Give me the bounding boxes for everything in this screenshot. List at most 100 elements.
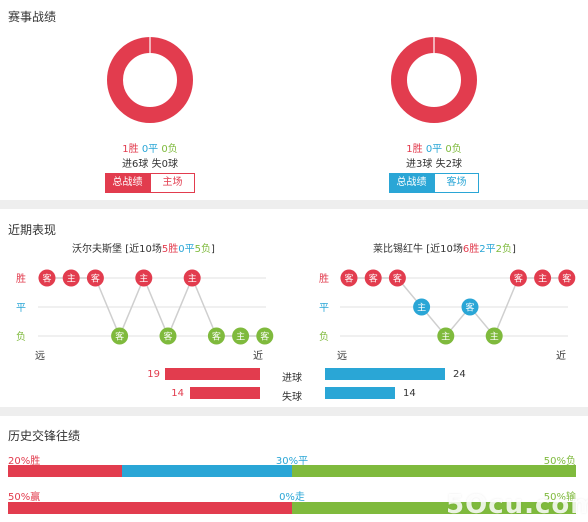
left-near-label: 近 xyxy=(253,349,263,362)
h2h-win-label: 20%胜 xyxy=(8,456,41,467)
left-loss-count: 0负 xyxy=(161,144,178,155)
recent-form-chart: 胜平负远 近客主客客主客主客主客胜平负远 近客客客主主客主客主客 xyxy=(16,269,576,362)
right-win-count: 1胜 xyxy=(406,144,423,155)
left-result-venue-5: 主 xyxy=(139,273,148,285)
left-result-venue-10: 客 xyxy=(260,331,269,343)
right-team-summary: 莱比锡红牛 [近10场6胜2平2负] xyxy=(373,240,516,255)
right-goals-against-bar xyxy=(325,387,395,399)
recent-form-panel: 近期表现 沃尔夫斯堡 [近10场5胜0平5负] 莱比锡红牛 [近10场6胜2平2… xyxy=(0,209,588,407)
section-title-recent-form: 近期表现 xyxy=(8,223,57,237)
h2h-draw-segment xyxy=(121,465,292,477)
right-result-9 xyxy=(534,269,552,287)
h2h-handicap-loss-label: 50%输 xyxy=(543,492,576,503)
left-summary-wins: 5胜 xyxy=(161,244,179,255)
left-far-label: 远 xyxy=(35,350,45,362)
right-result-2 xyxy=(364,269,382,287)
left-team-name: 沃尔夫斯堡 xyxy=(72,244,122,255)
right-result-7 xyxy=(485,327,503,345)
left-row-label-d: 平 xyxy=(16,303,26,314)
left-result-venue-9: 主 xyxy=(236,331,245,343)
left-result-2 xyxy=(62,269,80,287)
goals-against-label: 失球 xyxy=(282,392,302,403)
right-result-4 xyxy=(413,298,431,316)
right-summary-suffix: ] xyxy=(511,244,516,255)
h2h-handicap-win-segment xyxy=(8,502,292,514)
left-summary-suffix: ] xyxy=(210,244,215,255)
right-result-8 xyxy=(509,269,527,287)
h2h-loss-label: 50%负 xyxy=(543,456,576,467)
right-goals-summary: 进3球 失2球 xyxy=(406,159,462,170)
left-result-5 xyxy=(135,269,153,287)
right-draw-count: 0平 xyxy=(425,144,443,155)
right-result-venue-4: 主 xyxy=(417,302,426,314)
left-result-10 xyxy=(256,327,274,345)
left-result-3 xyxy=(86,269,104,287)
left-result-venue-2: 主 xyxy=(67,273,76,285)
match-record-panel: 赛事战绩 1胜 0平 0负 进6球 失0球 总战绩 主场 1胜 0平 0负 进3… xyxy=(0,0,588,200)
left-result-4 xyxy=(111,327,129,345)
right-result-venue-7: 主 xyxy=(490,331,499,343)
left-result-venue-4: 客 xyxy=(115,331,124,343)
left-result-9 xyxy=(232,327,250,345)
right-result-5 xyxy=(437,327,455,345)
left-summary-draws: 0平 xyxy=(178,244,195,255)
watermark-logo: 5Ocu.com xyxy=(446,490,588,520)
h2h-handicap-win-label: 50%赢 xyxy=(8,492,41,503)
right-goals-for-value: 24 xyxy=(453,369,466,380)
left-row-label-l: 负 xyxy=(16,330,26,343)
right-goals-against-value: 14 xyxy=(403,388,416,399)
right-result-venue-10: 客 xyxy=(562,273,571,285)
left-result-8 xyxy=(207,327,225,345)
left-result-6 xyxy=(159,327,177,345)
right-summary-losses: 2负 xyxy=(495,244,512,255)
right-form-line xyxy=(349,277,567,338)
left-result-venue-7: 主 xyxy=(188,273,197,285)
right-row-label-w: 胜 xyxy=(319,273,329,285)
right-summary-prefix: [近10场 xyxy=(426,244,463,255)
left-summary-losses: 5负 xyxy=(194,244,211,255)
left-goals-for-bar xyxy=(165,368,260,380)
right-overall-button[interactable]: 总战绩 xyxy=(389,173,434,193)
right-result-venue-2: 客 xyxy=(369,273,378,285)
h2h-result-bar xyxy=(8,465,576,477)
section-title-h2h: 历史交锋往绩 xyxy=(8,429,81,443)
left-summary-prefix: [近10场 xyxy=(125,244,162,255)
h2h-win-segment xyxy=(8,465,122,477)
right-result-6 xyxy=(461,298,479,316)
left-win-count: 1胜 xyxy=(122,144,139,155)
left-goals-against-bar xyxy=(190,387,260,399)
left-record-counts: 1胜 0平 0负 xyxy=(0,140,300,155)
right-row-label-l: 负 xyxy=(319,330,329,343)
right-loss-count: 0负 xyxy=(445,144,462,155)
right-result-venue-9: 主 xyxy=(538,273,547,285)
left-home-button[interactable]: 主场 xyxy=(150,173,195,193)
left-goals-summary: 进6球 失0球 xyxy=(122,159,178,170)
right-result-venue-8: 客 xyxy=(514,273,523,285)
left-overall-button[interactable]: 总战绩 xyxy=(105,173,150,193)
right-team-name: 莱比锡红牛 xyxy=(373,244,423,255)
left-form-line xyxy=(47,276,265,338)
right-summary-wins: 6胜 xyxy=(462,244,480,255)
right-summary-draws: 2平 xyxy=(479,244,496,255)
h2h-draw-label: 30%平 xyxy=(275,456,309,467)
left-goals-for-value: 19 xyxy=(147,369,160,380)
left-record-donut xyxy=(107,37,193,123)
left-draw-count: 0平 xyxy=(141,144,159,155)
left-result-venue-6: 客 xyxy=(163,331,172,343)
left-result-venue-1: 客 xyxy=(42,273,51,285)
right-record-donut xyxy=(391,37,477,123)
h2h-handicap-loss-segment xyxy=(292,502,576,514)
left-team-summary: 沃尔夫斯堡 [近10场5胜0平5负] xyxy=(72,240,215,255)
right-result-venue-5: 主 xyxy=(441,331,450,343)
left-result-venue-8: 客 xyxy=(212,331,221,343)
right-away-button[interactable]: 客场 xyxy=(434,173,479,193)
left-result-1 xyxy=(38,269,56,287)
left-goals-against-value: 14 xyxy=(171,388,184,399)
right-result-venue-6: 客 xyxy=(465,302,474,314)
right-far-label: 远 xyxy=(337,350,347,362)
right-result-venue-3: 客 xyxy=(393,273,402,285)
right-result-1 xyxy=(340,269,358,287)
left-result-venue-3: 客 xyxy=(91,273,100,285)
right-result-venue-1: 客 xyxy=(344,273,353,285)
right-result-3 xyxy=(388,269,406,287)
